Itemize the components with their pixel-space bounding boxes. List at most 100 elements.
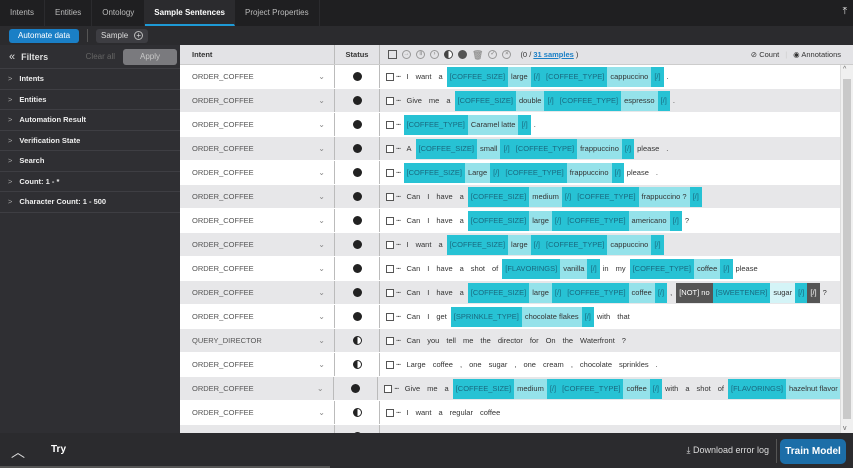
filter-item[interactable]: > Entities bbox=[0, 90, 180, 110]
entity-value[interactable]: Large bbox=[464, 162, 491, 183]
word[interactable]: Can bbox=[406, 191, 421, 201]
entity-value[interactable]: sugar bbox=[770, 282, 796, 303]
status-full-icon[interactable] bbox=[352, 264, 362, 273]
entity-tag[interactable]: [COFFEE_SIZE] bbox=[454, 90, 516, 111]
intent-select[interactable]: ORDER_COFFEE ⌄ bbox=[180, 281, 335, 304]
word[interactable]: of bbox=[491, 263, 499, 273]
more-options-icon[interactable]: ··· bbox=[396, 288, 401, 297]
word[interactable]: ? bbox=[684, 215, 690, 225]
chevron-down-icon[interactable]: ⌄ bbox=[318, 216, 325, 225]
word[interactable]: a bbox=[459, 191, 464, 201]
row-checkbox[interactable] bbox=[386, 120, 394, 129]
more-options-icon[interactable]: ··· bbox=[396, 120, 401, 129]
intent-select[interactable]: ORDER_COFFEE ⌄ bbox=[180, 377, 334, 400]
sentence-cell[interactable]: ··· A [COFFEE_SIZE] small [/] [COFFEE_TYPE] fr… bbox=[380, 137, 853, 160]
entity-tag[interactable]: [COFFEE_TYPE] bbox=[629, 258, 694, 279]
entity-value[interactable]: double bbox=[515, 90, 545, 111]
word[interactable]: me bbox=[428, 95, 440, 105]
word[interactable]: with bbox=[665, 383, 679, 393]
word[interactable]: you bbox=[427, 335, 440, 345]
word[interactable]: , bbox=[670, 287, 673, 297]
word[interactable]: shot bbox=[470, 263, 485, 273]
trash-icon[interactable]: 🗑 bbox=[472, 49, 484, 60]
intent-select[interactable]: ORDER_COFFEE ⌄ bbox=[180, 89, 335, 112]
chevron-down-icon[interactable]: ⌄ bbox=[318, 336, 325, 345]
word[interactable]: one bbox=[523, 359, 536, 369]
table-row[interactable]: ORDER_COFFEE ⌄ ··· Give me a [COFFEE_SIZE] medi… bbox=[180, 377, 853, 401]
negation-tag[interactable]: [/] bbox=[807, 282, 820, 303]
entity-tag[interactable]: [COFFEE_TYPE] bbox=[512, 138, 578, 159]
annotations-toggle[interactable]: ◉ Annotations bbox=[793, 45, 841, 65]
row-checkbox[interactable] bbox=[386, 168, 394, 177]
pause-icon[interactable]: ॥ bbox=[416, 50, 425, 59]
vertical-scrollbar[interactable]: ^ v bbox=[840, 65, 853, 433]
entity-tag[interactable]: [COFFEE_SIZE] bbox=[467, 210, 530, 231]
entity-end-tag[interactable]: [/] bbox=[581, 306, 594, 327]
word[interactable]: Large bbox=[406, 359, 426, 369]
entity-tag[interactable]: [FLAVORINGS] bbox=[502, 258, 561, 279]
entity-value[interactable]: cappuccino bbox=[607, 66, 652, 87]
entity-end-tag[interactable]: [/] bbox=[561, 186, 575, 207]
word[interactable]: the bbox=[562, 335, 574, 345]
entity-end-tag[interactable]: [/] bbox=[530, 234, 543, 255]
entity-tag[interactable]: [COFFEE_TYPE] bbox=[502, 162, 567, 183]
table-row[interactable]: ORDER_COFFEE ⌄ ··· Give me a [COFFEE_SIZE] doub… bbox=[180, 89, 853, 113]
intent-select[interactable]: ORDER_COFFEE ⌄ bbox=[180, 209, 335, 232]
filter-item[interactable]: > Character Count: 1 - 500 bbox=[0, 192, 180, 213]
chevron-down-icon[interactable]: ⌄ bbox=[318, 240, 325, 249]
chevron-down-icon[interactable]: ⌄ bbox=[318, 192, 325, 201]
more-options-icon[interactable]: ··· bbox=[396, 336, 401, 345]
entity-tag[interactable]: [COFFEE_SIZE] bbox=[415, 138, 477, 159]
table-row[interactable]: QUERY_DIRECTOR ⌄ ··· Can you tell me the directo… bbox=[180, 329, 853, 353]
word[interactable]: sprinkles bbox=[619, 359, 649, 369]
word[interactable]: with bbox=[596, 311, 611, 321]
intent-select[interactable]: ORDER_COFFEE ⌄ bbox=[180, 233, 335, 256]
word[interactable]: Give bbox=[406, 95, 422, 105]
intent-column-header[interactable]: Intent bbox=[180, 45, 335, 64]
word[interactable]: me bbox=[427, 383, 438, 393]
word[interactable]: I bbox=[427, 263, 430, 273]
entity-tag[interactable]: [COFFEE_SIZE] bbox=[403, 162, 465, 183]
word[interactable]: Give bbox=[404, 383, 421, 393]
table-row[interactable] bbox=[180, 425, 853, 433]
more-options-icon[interactable]: ··· bbox=[396, 408, 401, 417]
intent-select[interactable]: ORDER_COFFEE ⌄ bbox=[180, 137, 335, 160]
full-status-icon[interactable] bbox=[458, 50, 467, 59]
intent-select[interactable]: QUERY_DIRECTOR ⌄ bbox=[180, 329, 335, 352]
word[interactable]: I bbox=[406, 71, 409, 81]
status-full-icon[interactable] bbox=[352, 72, 362, 81]
more-options-icon[interactable]: ··· bbox=[394, 384, 399, 393]
row-checkbox[interactable] bbox=[386, 336, 394, 345]
entity-tag[interactable]: [COFFEE_TYPE] bbox=[403, 114, 468, 135]
word[interactable]: have bbox=[436, 191, 453, 201]
expand-try-icon[interactable]: ︿ bbox=[11, 444, 25, 460]
entity-tag[interactable]: [COFFEE_SIZE] bbox=[446, 66, 509, 87]
entity-end-tag[interactable]: [/] bbox=[621, 138, 635, 159]
intent-select[interactable]: ORDER_COFFEE ⌄ bbox=[180, 257, 335, 280]
scroll-down-icon[interactable]: v bbox=[843, 425, 847, 432]
word[interactable]: coffee bbox=[432, 359, 453, 369]
sentence-cell[interactable]: ··· Give me a [COFFEE_SIZE] medium [/] [COFFEE_… bbox=[378, 377, 853, 400]
word[interactable]: . bbox=[672, 95, 675, 105]
word[interactable]: Can bbox=[406, 335, 421, 345]
tab-intents[interactable]: Intents bbox=[0, 0, 46, 26]
entity-end-tag[interactable]: [/] bbox=[651, 66, 664, 87]
word[interactable]: I bbox=[406, 407, 409, 417]
word[interactable]: a bbox=[438, 407, 443, 417]
row-checkbox[interactable] bbox=[384, 384, 393, 393]
status-full-icon[interactable] bbox=[352, 216, 362, 225]
word[interactable]: a bbox=[459, 263, 464, 273]
entity-value[interactable]: chocolate flakes bbox=[521, 306, 582, 327]
entity-tag[interactable]: [SWEETENER] bbox=[712, 282, 771, 303]
intent-select[interactable]: ORDER_COFFEE ⌄ bbox=[180, 305, 335, 328]
word[interactable]: please bbox=[735, 263, 758, 273]
entity-end-tag[interactable]: [/] bbox=[649, 378, 663, 399]
word[interactable]: director bbox=[497, 335, 523, 345]
table-row[interactable]: ORDER_COFFEE ⌄ ··· [COFFEE_TYPE] Caramel lat… bbox=[180, 113, 853, 137]
entity-value[interactable]: medium bbox=[529, 186, 562, 207]
